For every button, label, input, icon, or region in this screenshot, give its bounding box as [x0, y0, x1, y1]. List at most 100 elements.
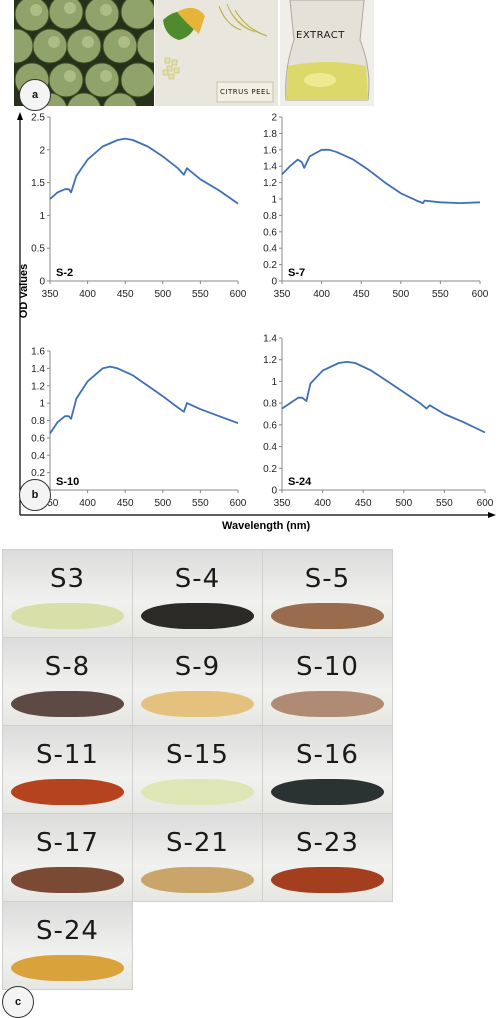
beaker-label: S-8 [44, 652, 91, 682]
outer-x-axis [20, 512, 496, 518]
y-tick-label: 1 [271, 195, 277, 206]
spectrum-line [281, 361, 486, 434]
beaker-liquid [10, 955, 125, 981]
y-tick-label: 1 [39, 399, 45, 410]
y-tick-label: 0.5 [31, 244, 45, 255]
panel-c-badge: c [2, 986, 34, 1018]
y-tick-label: 1.5 [31, 178, 45, 189]
y-tick-label: 0.2 [31, 468, 45, 479]
beaker-liquid [270, 779, 385, 805]
x-tick-label: 450 [355, 498, 372, 509]
y-tick-label: 2.5 [31, 113, 45, 124]
photo-citrus-fruits [14, 0, 154, 106]
beaker-liquid [270, 603, 385, 629]
spectrum-line [49, 365, 239, 434]
beaker-label: S-23 [296, 828, 359, 858]
beaker-liquid [10, 603, 125, 629]
x-tick-label: 400 [79, 498, 96, 509]
beaker-liquid [140, 603, 255, 629]
sample-annotation: S-2 [56, 267, 73, 279]
y-tick-label: 0 [271, 486, 277, 497]
beaker-label: S-5 [304, 564, 351, 594]
sample-annotation: S-7 [288, 267, 305, 279]
beaker-label: S-10 [296, 652, 359, 682]
photo-extract-flask: EXTRACT [280, 0, 374, 106]
beaker-label: S-9 [174, 652, 221, 682]
beaker-photo: S-23 [262, 813, 393, 902]
beaker-photo: S-17 [2, 813, 133, 902]
beaker-photo: S-10 [262, 637, 393, 726]
citrus-peel-label: CITRUS PEEL [220, 88, 271, 96]
beaker-photo: S-11 [2, 725, 133, 814]
spectra-chart-panel: 0 0.5 1 1.5 2 2.5 350 400 450 500 550 600 S-2 0 0.2 0.4… [17, 112, 496, 518]
photo-citrus-peel: CITRUS PEEL [155, 0, 278, 106]
x-tick-label: 600 [230, 289, 247, 300]
citrus-fruits-illustration [14, 0, 154, 106]
y-axis-title: OD Values [18, 263, 30, 319]
x-tick-label: 400 [79, 289, 96, 300]
y-tick-label: 0.6 [263, 420, 277, 431]
beaker-photo: S-4 [132, 549, 263, 638]
y-tick-label: 1.4 [31, 364, 45, 375]
citrus-peel-illustration [155, 0, 278, 106]
y-tick-label: 0.8 [263, 399, 277, 410]
beaker-photo: S-24 [2, 901, 133, 990]
y-tick-label: 1.2 [31, 381, 45, 392]
panel-a-badge: a [19, 79, 51, 111]
x-tick-label: 450 [353, 289, 370, 300]
y-tick-label: 2 [39, 145, 45, 156]
x-tick-label: 450 [117, 498, 134, 509]
x-tick-label: 500 [392, 289, 409, 300]
x-tick-label: 350 [274, 289, 291, 300]
y-tick-label: 1.2 [263, 355, 277, 366]
y-tick-label: 1 [271, 377, 277, 388]
beaker-photo: S-16 [262, 725, 393, 814]
y-tick-label: 2 [271, 113, 277, 124]
y-tick-label: 1.6 [263, 145, 277, 156]
beaker-label: S-16 [296, 740, 359, 770]
spectrum-chart-1: 0 0.5 1 1.5 2 2.5 350 400 450 500 550 600 S-2 [31, 113, 247, 301]
beaker-label: S-21 [166, 828, 229, 858]
x-tick-label: 500 [395, 498, 412, 509]
beaker-label: S-11 [36, 740, 99, 770]
y-tick-label: 0.2 [263, 260, 277, 271]
panel-b-badge: b [19, 479, 51, 511]
beaker-liquid [10, 867, 125, 893]
x-tick-label: 550 [192, 498, 209, 509]
x-tick-label: 550 [436, 498, 453, 509]
y-tick-label: 0.8 [263, 211, 277, 222]
beaker-liquid [140, 779, 255, 805]
y-tick-label: 0.6 [263, 227, 277, 238]
beaker-liquid [140, 867, 255, 893]
x-tick-label: 400 [314, 498, 331, 509]
y-tick-label: 0.2 [263, 464, 277, 475]
x-tick-label: 600 [477, 498, 494, 509]
x-tick-label: 550 [192, 289, 209, 300]
x-tick-label: 350 [274, 498, 291, 509]
beaker-label: S3 [49, 564, 86, 594]
y-tick-label: 0.4 [263, 244, 277, 255]
beaker-label: S-17 [36, 828, 99, 858]
y-tick-label: 1.2 [263, 178, 277, 189]
sample-annotation: S-10 [56, 476, 79, 488]
spectrum-chart-2: 0 0.2 0.4 0.6 0.8 1 1.2 1.4 1.6 1.8 2 350 400 450 500 5… [263, 113, 489, 301]
beaker-photo: S3 [2, 549, 133, 638]
y-tick-label: 1.6 [31, 347, 45, 358]
beaker-liquid [10, 779, 125, 805]
extract-label: EXTRACT [296, 30, 345, 41]
beaker-photo: S-15 [132, 725, 263, 814]
extract-flask-illustration [280, 0, 374, 106]
y-tick-label: 0.4 [263, 442, 277, 453]
x-tick-label: 600 [230, 498, 247, 509]
x-tick-label: 500 [154, 498, 171, 509]
beaker-label: S-15 [166, 740, 229, 770]
y-tick-label: 0.4 [31, 451, 45, 462]
beaker-liquid [270, 691, 385, 717]
x-tick-label: 450 [117, 289, 134, 300]
beaker-liquid [10, 691, 125, 717]
x-tick-label: 500 [154, 289, 171, 300]
x-tick-label: 600 [472, 289, 489, 300]
spectrum-chart-4: 0 0.2 0.4 0.6 0.8 1 1.2 1.4 350 400 450 500 550 600 S-… [263, 334, 494, 510]
y-tick-label: 1 [39, 211, 45, 222]
y-tick-label: 0.8 [31, 416, 45, 427]
